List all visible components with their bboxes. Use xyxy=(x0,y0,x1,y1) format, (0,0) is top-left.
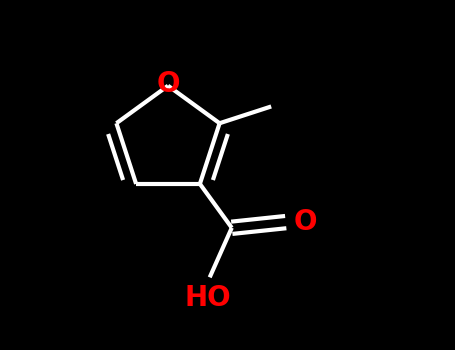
Text: O: O xyxy=(293,208,317,236)
Text: HO: HO xyxy=(185,284,231,312)
Text: O: O xyxy=(156,70,180,98)
